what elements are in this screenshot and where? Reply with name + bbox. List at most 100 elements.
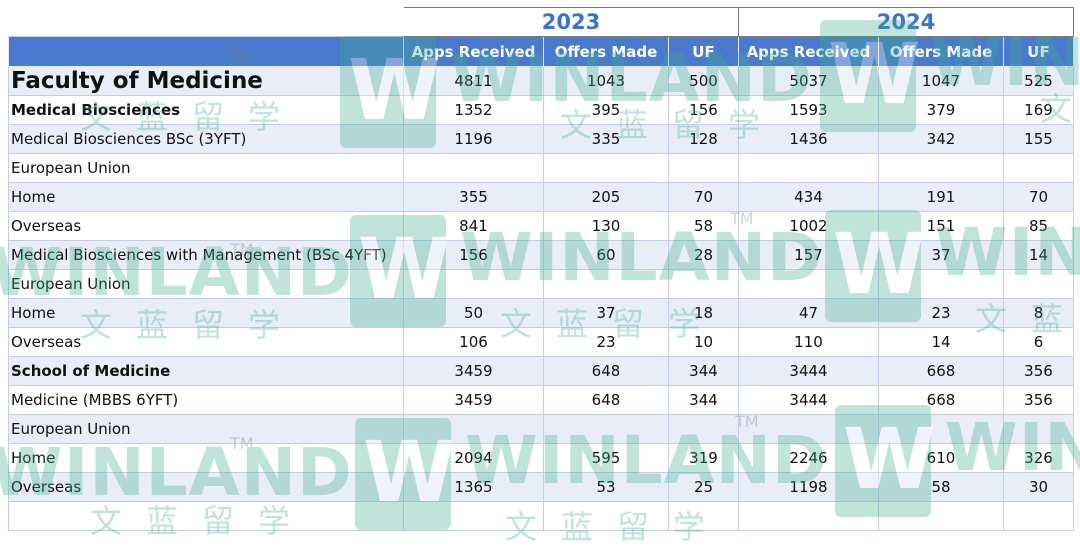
table-row: European Union <box>8 153 1074 183</box>
column-header: Apps Received <box>403 36 544 67</box>
table-cell: 30 <box>1003 472 1074 502</box>
table-cell: 335 <box>543 124 669 154</box>
column-header-row: Apps Received Offers Made UF Apps Receiv… <box>8 36 1074 67</box>
table-row: Medical Biosciences BSc (3YFT) 1196 335 … <box>8 124 1074 154</box>
table-cell: 342 <box>878 124 1004 154</box>
table-cell: 344 <box>668 356 739 386</box>
table-cell <box>543 269 669 299</box>
table-cell <box>878 153 1004 183</box>
table-cell <box>878 414 1004 444</box>
table-cell <box>543 153 669 183</box>
table-cell: 395 <box>543 95 669 125</box>
table-cell <box>543 414 669 444</box>
table-cell: 595 <box>543 443 669 473</box>
table-cell: 10 <box>668 327 739 357</box>
table-row: Medical Biosciences with Management (BSc… <box>8 240 1074 270</box>
table-row: Home 355 205 70 434 191 70 <box>8 182 1074 212</box>
row-label: Medicine (MBBS 6YFT) <box>8 385 404 415</box>
table-cell: 157 <box>738 240 879 270</box>
table-cell: 53 <box>543 472 669 502</box>
column-header: UF <box>668 36 739 67</box>
table-cell: 5037 <box>738 66 879 96</box>
empty-cell <box>403 501 544 531</box>
table-row: Overseas 106 23 10 110 14 6 <box>8 327 1074 357</box>
table-cell: 668 <box>878 356 1004 386</box>
table-row: Overseas 1365 53 25 1198 58 30 <box>8 472 1074 502</box>
table-cell: 3459 <box>403 385 544 415</box>
table-cell: 610 <box>878 443 1004 473</box>
table-cell: 151 <box>878 211 1004 241</box>
empty-cell <box>738 501 879 531</box>
row-label: European Union <box>8 414 404 444</box>
empty-cell <box>1003 501 1074 531</box>
column-header: Offers Made <box>878 36 1004 67</box>
table-cell: 110 <box>738 327 879 357</box>
table-cell: 356 <box>1003 356 1074 386</box>
empty-cell <box>878 501 1004 531</box>
table-cell <box>1003 414 1074 444</box>
table-cell: 8 <box>1003 298 1074 328</box>
row-label: Overseas <box>8 472 404 502</box>
table-cell <box>738 414 879 444</box>
table-cell: 3459 <box>403 356 544 386</box>
table-cell: 50 <box>403 298 544 328</box>
table-cell: 14 <box>878 327 1004 357</box>
table-cell: 70 <box>1003 182 1074 212</box>
year-2024-header: 2024 <box>738 7 1074 37</box>
table-cell: 1593 <box>738 95 879 125</box>
table-cell: 205 <box>543 182 669 212</box>
table-cell <box>403 269 544 299</box>
table-cell <box>403 414 544 444</box>
table-cell: 58 <box>878 472 1004 502</box>
table-cell: 156 <box>403 240 544 270</box>
row-label: Home <box>8 182 404 212</box>
table-cell: 70 <box>668 182 739 212</box>
table-cell: 58 <box>668 211 739 241</box>
row-label: Medical Biosciences BSc (3YFT) <box>8 124 404 154</box>
row-label: Faculty of Medicine <box>8 66 404 96</box>
table-cell: 156 <box>668 95 739 125</box>
table-row: Home 2094 595 319 2246 610 326 <box>8 443 1074 473</box>
table-cell: 3444 <box>738 385 879 415</box>
table-cell: 191 <box>878 182 1004 212</box>
table-row: School of Medicine 3459 648 344 3444 668… <box>8 356 1074 386</box>
table-cell: 434 <box>738 182 879 212</box>
table-cell: 344 <box>668 385 739 415</box>
table-cell: 1047 <box>878 66 1004 96</box>
table-row: Overseas 841 130 58 1002 151 85 <box>8 211 1074 241</box>
table-row: Faculty of Medicine 4811 1043 500 5037 1… <box>8 66 1074 96</box>
table-cell: 319 <box>668 443 739 473</box>
table-cell <box>738 269 879 299</box>
table-cell <box>1003 269 1074 299</box>
table-row: Medical Biosciences 1352 395 156 1593 37… <box>8 95 1074 125</box>
table-cell: 356 <box>1003 385 1074 415</box>
table-cell: 668 <box>878 385 1004 415</box>
table-cell: 2246 <box>738 443 879 473</box>
table-cell: 18 <box>668 298 739 328</box>
table-cell: 37 <box>878 240 1004 270</box>
table-row: Home 50 37 18 47 23 8 <box>8 298 1074 328</box>
row-label: Overseas <box>8 211 404 241</box>
table-cell <box>738 153 879 183</box>
table-cell <box>668 414 739 444</box>
table-cell: 2094 <box>403 443 544 473</box>
table-cell <box>878 269 1004 299</box>
table-row: Medicine (MBBS 6YFT) 3459 648 344 3444 6… <box>8 385 1074 415</box>
label-column-header <box>8 36 404 67</box>
table-cell: 500 <box>668 66 739 96</box>
table-cell: 25 <box>668 472 739 502</box>
empty-cell <box>543 501 669 531</box>
table-cell: 130 <box>543 211 669 241</box>
table-cell: 14 <box>1003 240 1074 270</box>
table-cell: 155 <box>1003 124 1074 154</box>
table-cell: 1196 <box>403 124 544 154</box>
table-cell: 106 <box>403 327 544 357</box>
row-label: Overseas <box>8 327 404 357</box>
table-cell: 1198 <box>738 472 879 502</box>
row-label: European Union <box>8 153 404 183</box>
table-cell: 6 <box>1003 327 1074 357</box>
year-header-row: 2023 2024 <box>8 7 1074 37</box>
row-label: Medical Biosciences with Management (BSc… <box>8 240 404 270</box>
table-cell: 1365 <box>403 472 544 502</box>
table-cell: 379 <box>878 95 1004 125</box>
